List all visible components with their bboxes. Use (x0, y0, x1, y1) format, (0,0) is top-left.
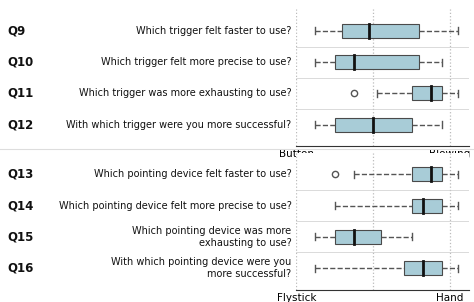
Bar (411, 167, 442, 182)
Bar (404, 261, 442, 275)
Bar (342, 24, 419, 38)
Bar (335, 230, 381, 244)
Text: Which trigger felt faster to use?: Which trigger felt faster to use? (136, 26, 292, 36)
Text: Which trigger felt more precise to use?: Which trigger felt more precise to use? (101, 57, 292, 67)
Text: Q14: Q14 (7, 199, 34, 212)
Text: Q10: Q10 (7, 56, 33, 69)
Text: Which pointing device felt faster to use?: Which pointing device felt faster to use… (94, 169, 292, 179)
Text: Q16: Q16 (7, 262, 34, 275)
Text: With which pointing device were you
more successful?: With which pointing device were you more… (111, 257, 292, 279)
Text: Q13: Q13 (7, 168, 33, 181)
Text: Q11: Q11 (7, 87, 33, 100)
Text: With which trigger were you more successful?: With which trigger were you more success… (66, 120, 292, 130)
Text: Q15: Q15 (7, 230, 34, 243)
Bar (411, 86, 442, 100)
Bar (411, 199, 442, 213)
Text: Q9: Q9 (7, 24, 26, 37)
Text: Which trigger was more exhausting to use?: Which trigger was more exhausting to use… (79, 88, 292, 98)
Bar (335, 117, 411, 132)
Text: Which pointing device was more
exhausting to use?: Which pointing device was more exhaustin… (132, 226, 292, 248)
Text: Q12: Q12 (7, 118, 33, 131)
Bar (335, 55, 419, 69)
Text: Which pointing device felt more precise to use?: Which pointing device felt more precise … (59, 201, 292, 210)
